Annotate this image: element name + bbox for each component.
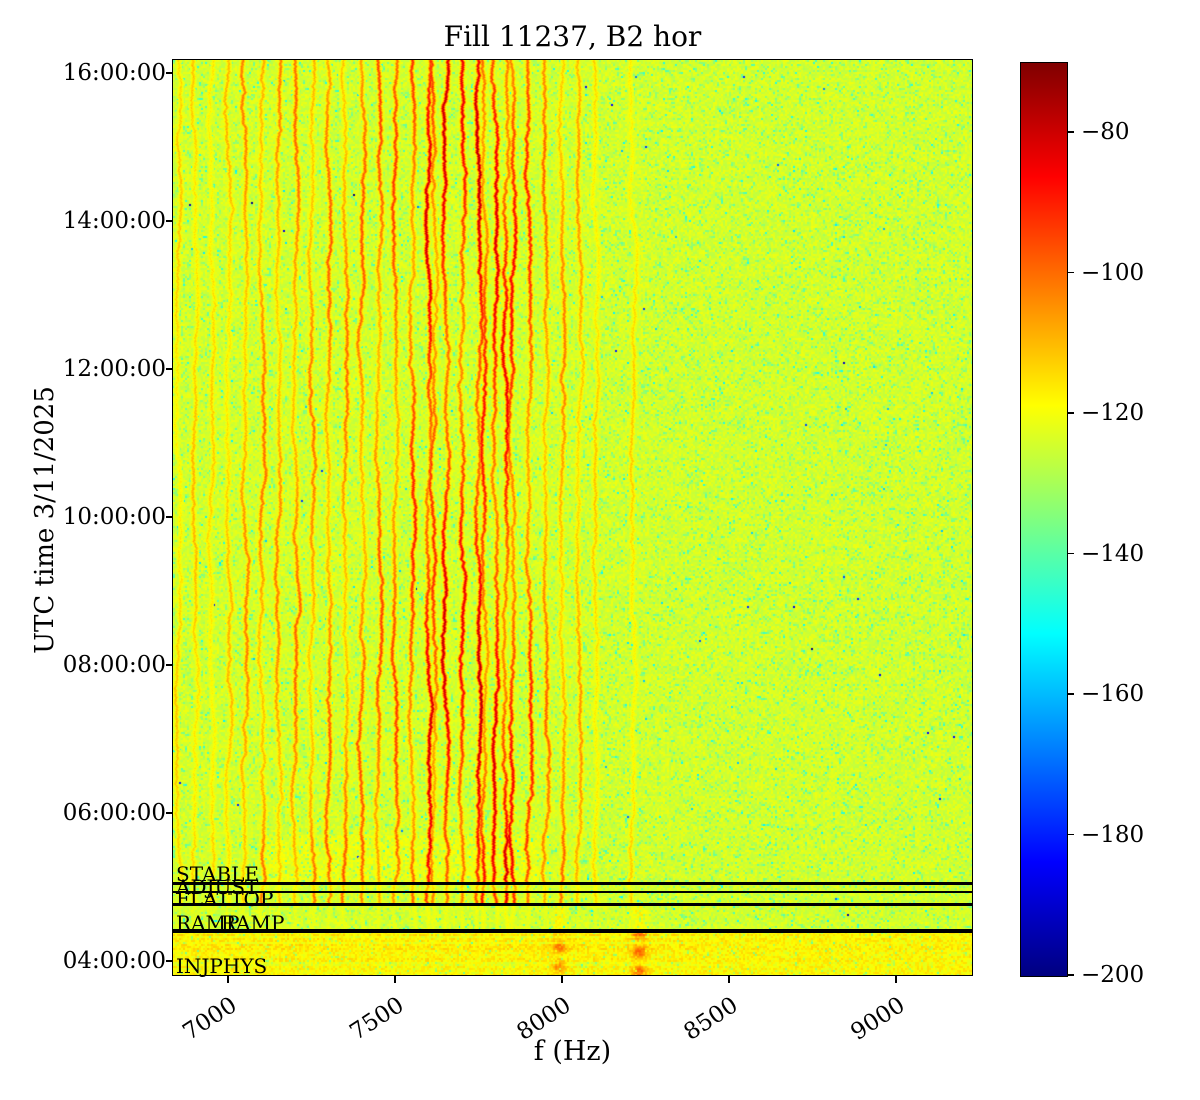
y-tickmark — [166, 812, 173, 814]
colorbar-tickmark — [1068, 693, 1074, 695]
colorbar-tick-label: −160 — [1081, 681, 1145, 708]
beam-mode-line — [173, 890, 972, 894]
beam-mode-line — [173, 929, 972, 934]
y-tick-label: 04:00:00 — [62, 948, 166, 974]
colorbar-tick-label: −140 — [1081, 540, 1145, 567]
x-tickmark — [227, 976, 229, 983]
y-tick-label: 12:00:00 — [62, 356, 166, 382]
y-tick-label: 16:00:00 — [62, 60, 166, 86]
beam-mode-label: RAMP — [221, 911, 285, 935]
x-tickmark — [895, 976, 897, 983]
x-axis-label: f (Hz) — [533, 1036, 612, 1067]
beam-mode-label: RAMP — [176, 911, 240, 935]
colorbar-tick-label: −80 — [1081, 119, 1130, 146]
x-tickmark — [561, 976, 563, 983]
colorbar-tick-label: −180 — [1081, 821, 1145, 848]
chart-title: Fill 11237, B2 hor — [443, 20, 702, 53]
colorbar-tickmark — [1068, 412, 1074, 414]
colorbar-tick-label: −120 — [1081, 400, 1145, 427]
x-tickmark — [728, 976, 730, 983]
colorbar-tickmark — [1068, 974, 1074, 976]
y-tick-label: 06:00:00 — [62, 800, 166, 826]
y-tickmark — [166, 516, 173, 518]
colorbar-tick-label: −100 — [1081, 259, 1145, 286]
colorbar-tickmark — [1068, 131, 1074, 133]
colorbar-tickmark — [1068, 833, 1074, 836]
y-tickmark — [166, 368, 173, 370]
x-tickmark — [394, 976, 396, 983]
spectrogram-canvas — [173, 60, 972, 975]
y-tick-label: 08:00:00 — [62, 652, 166, 678]
colorbar-tickmark — [1068, 552, 1074, 555]
y-tickmark — [166, 220, 173, 222]
y-tickmark — [166, 72, 173, 74]
colorbar-tick-label: −200 — [1081, 962, 1145, 988]
y-tickmark — [166, 664, 173, 666]
beam-mode-line — [173, 903, 972, 906]
beam-mode-label: ADJUST — [176, 875, 259, 899]
beam-mode-label: INJPHYS — [176, 954, 268, 978]
colorbar — [1020, 62, 1068, 977]
y-tick-label: 14:00:00 — [62, 208, 166, 234]
beam-mode-label: STABLE — [176, 862, 259, 886]
y-tickmark — [166, 960, 173, 962]
beam-mode-line — [173, 882, 972, 885]
y-tick-label: 10:00:00 — [62, 504, 166, 530]
colorbar-tickmark — [1068, 271, 1074, 274]
beam-mode-label: FLATTOP — [176, 887, 274, 911]
